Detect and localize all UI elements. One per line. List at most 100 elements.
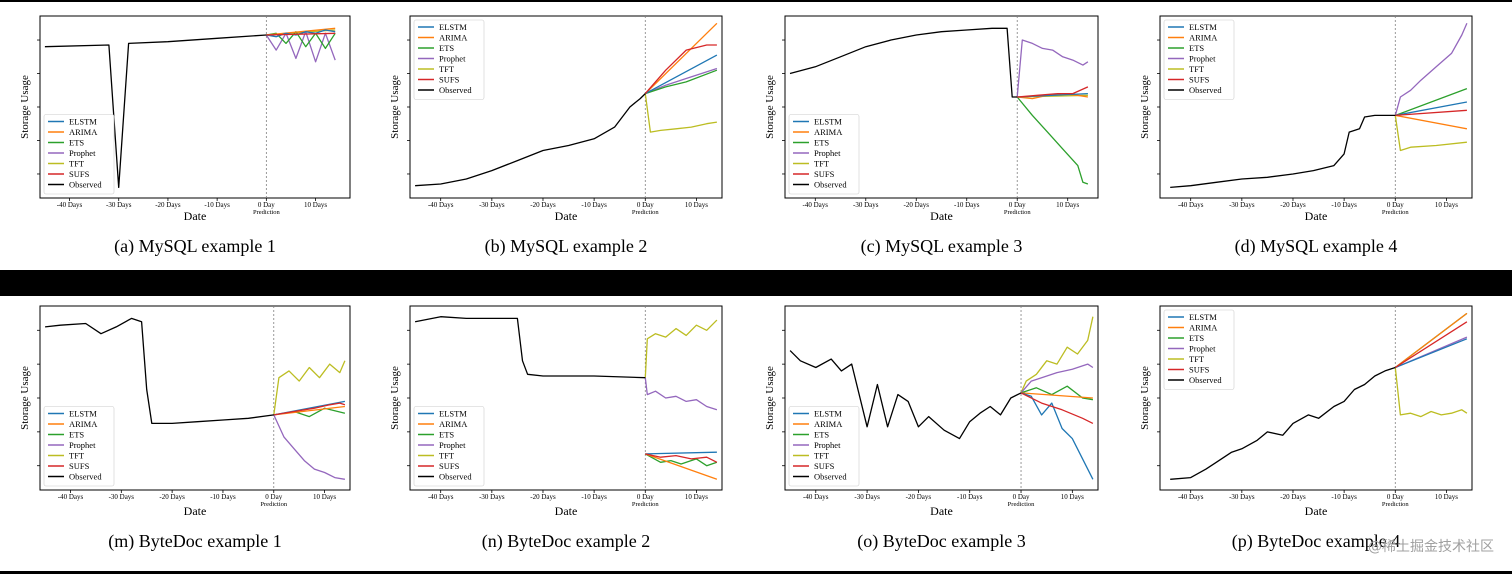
- top-rule: [0, 0, 1512, 2]
- legend-entry-arima: ARIMA: [1189, 323, 1218, 333]
- x-tick-label: -30 Days: [479, 493, 505, 501]
- legend-entry-sufs: SUFS: [814, 169, 835, 179]
- x-tick-label: -20 Days: [904, 201, 930, 209]
- series-line-arima: [1020, 392, 1093, 399]
- series-line-elstm: [1395, 101, 1468, 117]
- legend-entry-sufs: SUFS: [814, 461, 835, 471]
- x-tick-label: 0 Day: [265, 493, 282, 501]
- series-line-sufs: [645, 453, 718, 463]
- x-tick-label: 10 Days: [685, 493, 708, 501]
- x-tick-label: -20 Days: [1280, 201, 1306, 209]
- legend-entry-prophet: Prophet: [814, 148, 841, 158]
- x-axis-label: Date: [555, 504, 578, 518]
- legend-entry-prophet: Prophet: [1189, 54, 1216, 64]
- subfigure-caption: (c) MySQL example 3: [861, 236, 1023, 257]
- x-axis-label: Date: [184, 209, 207, 223]
- x-tick-label: 10 Days: [1056, 201, 1079, 209]
- series-line-elstm: [1395, 338, 1468, 369]
- x-axis-label: Date: [555, 209, 578, 223]
- x-tick-label: -30 Days: [1229, 493, 1255, 501]
- legend-entry-tft: TFT: [439, 64, 455, 74]
- chart-panel-6: -40 Days -30 Days -20 Days -10 Days 0 DayPre…: [389, 305, 723, 552]
- series-line-sufs: [644, 44, 717, 95]
- x-tick-label: 10 Days: [1435, 493, 1458, 501]
- series-line-observed: [44, 34, 267, 189]
- x-tick-label: 10 Days: [304, 201, 327, 209]
- legend-entry-arima: ARIMA: [814, 419, 843, 429]
- series-line-arima: [644, 22, 718, 95]
- legend-entry-elstm: ELSTM: [439, 409, 467, 419]
- legend-entry-elstm: ELSTM: [1189, 312, 1217, 322]
- subfigure-caption: (p) ByteDoc example 4: [1232, 531, 1400, 552]
- legend-entry-ets: ETS: [439, 430, 454, 440]
- series-line-prophet: [1016, 39, 1089, 98]
- series-line-observed: [414, 316, 646, 379]
- y-axis-label: Storage Usage: [1139, 366, 1151, 430]
- y-axis-label: Storage Usage: [764, 75, 776, 139]
- legend-entry-ets: ETS: [814, 138, 829, 148]
- watermark-text: @稀土掘金技术社区: [1368, 539, 1494, 555]
- x-tick-label: -10 Days: [204, 201, 230, 209]
- x-tick-label: -40 Days: [803, 493, 829, 501]
- legend-entry-ets: ETS: [814, 430, 829, 440]
- series-line-tft: [273, 360, 346, 415]
- legend-entry-arima: ARIMA: [439, 33, 468, 43]
- x-tick-label: 0 Day: [1387, 493, 1404, 501]
- series-line-observed: [789, 27, 1018, 98]
- legend-entry-arima: ARIMA: [69, 419, 98, 429]
- chart-panel-5: -40 Days -30 Days -20 Days -10 Days 0 DayPre…: [19, 305, 351, 552]
- legend-entry-tft: TFT: [69, 451, 85, 461]
- x-tick-label: 0 Day: [1387, 201, 1404, 209]
- series-line-sufs: [1017, 86, 1089, 98]
- series-line-tft: [644, 319, 718, 378]
- legend-entry-tft: TFT: [69, 159, 85, 169]
- legend-entry-ets: ETS: [69, 430, 84, 440]
- x-tick-label: -20 Days: [1280, 493, 1306, 501]
- x-tick-label: 10 Days: [313, 493, 336, 501]
- x-tick-sublabel: Prediction: [1008, 501, 1035, 508]
- x-tick-label: -40 Days: [1178, 493, 1204, 501]
- series-line-tft: [1394, 367, 1468, 418]
- series-line-sufs: [266, 32, 336, 36]
- x-axis-label: Date: [1305, 504, 1328, 518]
- subfigure-caption: (d) MySQL example 4: [1235, 236, 1398, 257]
- legend-entry-observed: Observed: [1189, 85, 1222, 95]
- subfigure-caption: (o) ByteDoc example 3: [857, 531, 1025, 552]
- x-tick-label: -10 Days: [210, 493, 236, 501]
- series-line-ets: [644, 453, 718, 467]
- x-tick-sublabel: Prediction: [1382, 209, 1409, 216]
- series-line-prophet: [645, 67, 718, 95]
- series-line-elstm: [266, 29, 336, 38]
- x-tick-label: -10 Days: [581, 201, 607, 209]
- legend-entry-observed: Observed: [439, 472, 472, 482]
- series-line-sufs: [1020, 392, 1094, 424]
- legend-entry-elstm: ELSTM: [814, 409, 842, 419]
- x-tick-sublabel: Prediction: [632, 501, 659, 508]
- y-axis-label: Storage Usage: [19, 366, 31, 430]
- x-tick-sublabel: Prediction: [1004, 209, 1031, 216]
- x-tick-label: -40 Days: [58, 493, 84, 501]
- x-tick-label: 10 Days: [685, 201, 708, 209]
- x-tick-sublabel: Prediction: [1382, 501, 1409, 508]
- legend-entry-observed: Observed: [1189, 375, 1222, 385]
- series-line-arima: [266, 27, 336, 36]
- x-tick-label: 0 Day: [1013, 493, 1030, 501]
- x-axis-label: Date: [930, 504, 953, 518]
- legend-entry-prophet: Prophet: [69, 148, 96, 158]
- x-tick-label: -10 Days: [957, 493, 983, 501]
- legend-entry-tft: TFT: [814, 451, 830, 461]
- chart-panel-4: -40 Days -30 Days -20 Days -10 Days 0 DayPre…: [1139, 15, 1473, 257]
- bottom-rule: [0, 571, 1512, 574]
- legend-entry-arima: ARIMA: [69, 127, 98, 137]
- legend-entry-elstm: ELSTM: [69, 409, 97, 419]
- x-tick-sublabel: Prediction: [253, 209, 280, 216]
- series-line-prophet: [273, 414, 346, 480]
- x-tick-label: 0 Day: [637, 201, 654, 209]
- legend-entry-observed: Observed: [814, 180, 847, 190]
- legend-entry-arima: ARIMA: [814, 127, 843, 137]
- chart-panel-2: -40 Days -30 Days -20 Days -10 Days 0 DayPre…: [389, 15, 723, 257]
- y-axis-label: Storage Usage: [389, 366, 401, 430]
- x-tick-label: -30 Days: [854, 493, 880, 501]
- series-line-arima: [1394, 312, 1468, 369]
